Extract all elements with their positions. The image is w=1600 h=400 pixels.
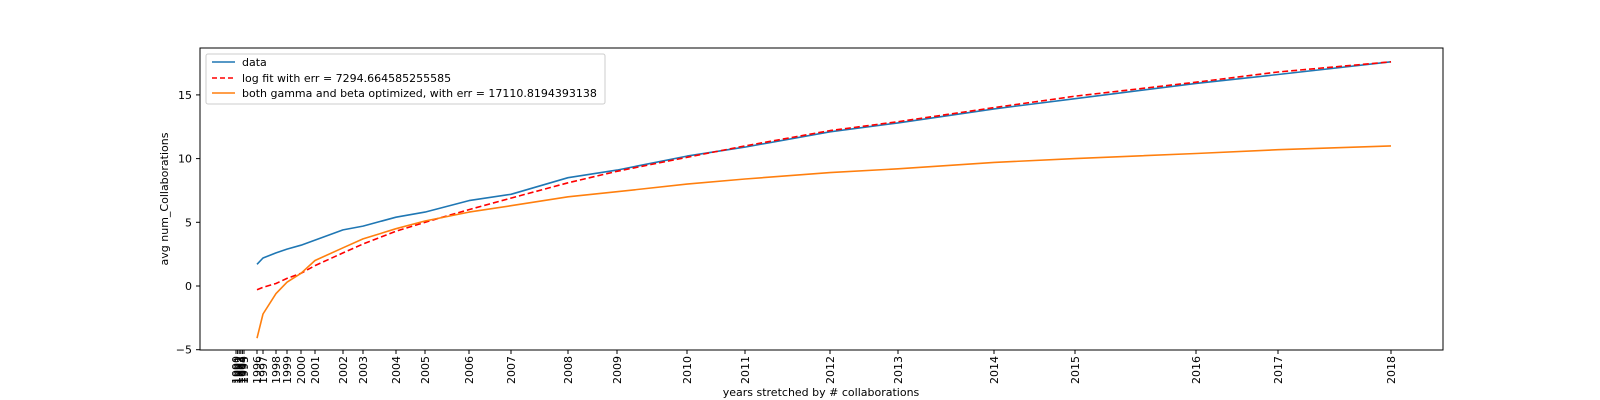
x-tick-label: 1999 xyxy=(281,356,294,384)
x-tick-label: 2016 xyxy=(1190,356,1203,384)
x-tick-label: 2012 xyxy=(824,356,837,384)
series-line-2 xyxy=(256,145,1392,339)
x-tick-label: 2014 xyxy=(988,356,1001,384)
x-tick-label: 2017 xyxy=(1272,356,1285,384)
x-tick-label: 2013 xyxy=(892,356,905,384)
x-tick-label: 1993 xyxy=(235,356,248,384)
x-tick-label: 2001 xyxy=(309,356,322,384)
legend-box xyxy=(205,53,606,105)
legend: data log fit with err = 7294.66458525558… xyxy=(205,53,606,105)
x-tick-label: 2018 xyxy=(1385,356,1398,384)
x-tick-label: 2003 xyxy=(357,356,370,384)
x-tick-label: 1996 xyxy=(251,356,264,384)
x-tick-label: 2002 xyxy=(337,356,350,384)
x-tick-label: 2008 xyxy=(562,356,575,384)
legend-label-gamma-beta: both gamma and beta optimized, with err … xyxy=(242,87,597,100)
x-tick-label: 1998 xyxy=(270,356,283,384)
x-tick-label: 1990 xyxy=(230,356,243,384)
x-tick-label: 2011 xyxy=(739,356,752,384)
legend-label-data: data xyxy=(242,56,267,69)
y-tick-label: 5 xyxy=(185,216,192,229)
y-tick-label: 15 xyxy=(178,89,192,102)
x-tick-label: 1991 xyxy=(232,356,245,384)
x-tick-label: 2006 xyxy=(463,356,476,384)
x-tick-label: 2007 xyxy=(505,356,518,384)
x-tick-label: 1994 xyxy=(236,356,249,384)
x-tick-label: 2005 xyxy=(419,356,432,384)
x-axis-label: years stretched by # collaborations xyxy=(723,386,920,399)
x-tick-label: 1997 xyxy=(257,356,270,384)
y-axis-ticks: −5 0 5 10 15 xyxy=(176,89,200,357)
legend-label-log-fit: log fit with err = 7294.664585255585 xyxy=(242,72,451,85)
y-tick-label: −5 xyxy=(176,344,192,357)
series-line-1 xyxy=(256,61,1392,291)
y-axis-label: avg num_Collaborations xyxy=(158,132,171,265)
series-lines xyxy=(256,61,1392,339)
series-line-0 xyxy=(256,61,1392,265)
x-tick-label: 2000 xyxy=(295,356,308,384)
x-tick-label: 2004 xyxy=(390,356,403,384)
x-tick-label: 2009 xyxy=(611,356,624,384)
x-tick-label: 1995 xyxy=(238,356,251,384)
y-tick-label: 0 xyxy=(185,280,192,293)
x-tick-label: 2015 xyxy=(1069,356,1082,384)
y-tick-label: 10 xyxy=(178,153,192,166)
x-tick-label: 2010 xyxy=(681,356,694,384)
x-tick-label: 1992 xyxy=(233,356,246,384)
